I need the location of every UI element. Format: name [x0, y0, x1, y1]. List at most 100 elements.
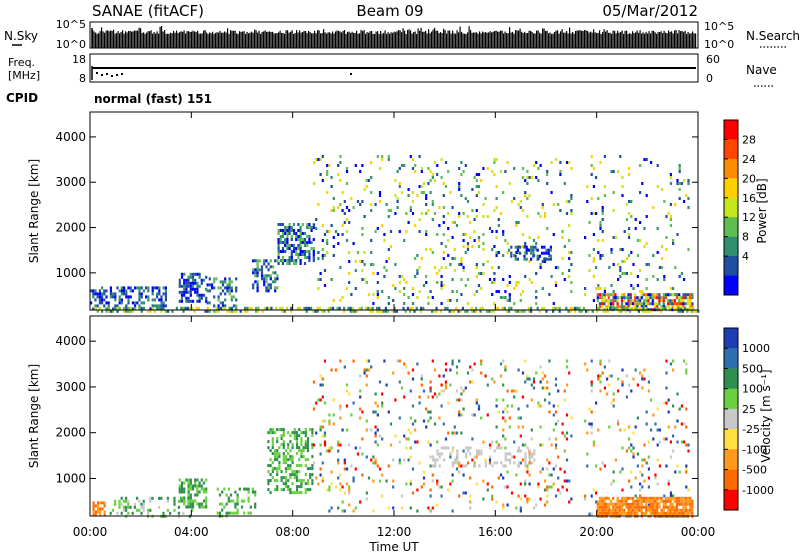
- velocity-cell: [658, 464, 661, 468]
- velocity-cell: [687, 488, 690, 492]
- noise-bar: [350, 33, 352, 48]
- power-cell: [687, 182, 690, 185]
- noise-bar: [110, 30, 112, 48]
- velocity-cell: [332, 413, 335, 417]
- power-cell: [383, 233, 386, 236]
- power-cell: [609, 306, 612, 310]
- velocity-cell: [414, 419, 417, 423]
- power-cell: [332, 245, 335, 248]
- velocity-ytick-label: 4000: [55, 334, 86, 348]
- power-cell: [383, 239, 386, 242]
- velocity-cell: [309, 476, 312, 480]
- velocity-cell: [614, 502, 617, 506]
- velocity-cell: [289, 440, 292, 444]
- noise-bar: [314, 30, 316, 48]
- power-cell: [256, 265, 259, 269]
- velocity-cell: [546, 467, 549, 471]
- noise-bar: [188, 31, 190, 48]
- power-cell: [310, 226, 313, 229]
- velocity-cell: [495, 404, 498, 408]
- velocity-cell: [685, 371, 688, 375]
- power-cell: [409, 309, 412, 313]
- power-cell: [660, 299, 663, 303]
- velocity-cell: [634, 508, 637, 512]
- power-cell: [312, 253, 315, 256]
- power-cell: [258, 259, 261, 263]
- power-cell: [109, 309, 112, 313]
- power-cell: [442, 221, 445, 224]
- velocity-cell: [653, 499, 657, 503]
- noise-bar: [254, 29, 256, 48]
- velocity-cell: [343, 509, 346, 513]
- power-cell: [125, 292, 128, 296]
- power-cell: [387, 248, 390, 251]
- power-cell: [658, 299, 661, 303]
- power-cell: [156, 286, 159, 290]
- power-cell: [488, 309, 491, 313]
- power-cell: [636, 305, 639, 309]
- velocity-cell: [149, 496, 152, 500]
- power-cell: [295, 259, 298, 262]
- velocity-cell: [200, 487, 203, 491]
- power-cell: [451, 278, 454, 281]
- noise-bar: [590, 31, 592, 48]
- noise-bar: [203, 30, 205, 48]
- velocity-cell: [273, 488, 277, 492]
- power-cell: [224, 286, 227, 290]
- power-cell: [290, 250, 293, 253]
- noise-bar: [540, 33, 542, 48]
- velocity-cell: [535, 371, 538, 375]
- power-cell: [475, 263, 478, 266]
- power-cell: [129, 295, 132, 299]
- power-cell: [610, 251, 613, 254]
- power-cell: [609, 302, 613, 306]
- power-cell: [187, 275, 190, 279]
- power-cell: [672, 287, 675, 290]
- velocity-cell: [638, 502, 641, 506]
- power-cell: [436, 164, 439, 167]
- velocity-cell: [607, 505, 610, 509]
- noise-bar: [609, 32, 611, 48]
- velocity-cell: [434, 461, 437, 465]
- power-cell: [183, 293, 186, 297]
- velocity-cell: [376, 413, 379, 417]
- velocity-cell: [491, 440, 494, 444]
- velocity-cell: [352, 359, 355, 363]
- velocity-cell: [400, 494, 404, 498]
- velocity-cell: [628, 383, 631, 387]
- velocity-cell: [502, 410, 505, 414]
- power-cell: [345, 167, 349, 170]
- noise-bar: [689, 33, 691, 48]
- power-cell: [384, 306, 387, 310]
- power-cell: [550, 191, 553, 194]
- power-cell: [671, 293, 674, 297]
- power-cell: [351, 306, 354, 310]
- power-cell: [290, 259, 293, 262]
- power-cell: [493, 158, 496, 161]
- power-cell: [405, 212, 408, 215]
- velocity-cell: [367, 368, 371, 372]
- power-cell: [477, 185, 481, 188]
- power-cell: [510, 306, 513, 310]
- power-cell: [629, 296, 632, 300]
- velocity-cell: [557, 476, 560, 480]
- power-cell: [603, 299, 606, 303]
- power-cell: [138, 286, 141, 290]
- power-cell: [224, 306, 227, 310]
- power-cell: [297, 238, 300, 241]
- noise-bar: [273, 33, 275, 48]
- power-cell: [592, 275, 595, 278]
- velocity-cell: [147, 511, 150, 515]
- velocity-cell: [539, 470, 542, 474]
- power-colorbar-frame: [723, 119, 739, 296]
- velocity-cell: [440, 494, 443, 498]
- power-cell: [458, 167, 461, 170]
- noise-bar: [336, 30, 338, 48]
- power-cell: [254, 259, 257, 263]
- noise-bar: [378, 33, 380, 48]
- velocity-cell: [180, 484, 184, 488]
- velocity-cell: [234, 490, 237, 494]
- power-cell: [263, 259, 266, 263]
- power-cell: [466, 215, 470, 218]
- velocity-cell: [149, 499, 152, 503]
